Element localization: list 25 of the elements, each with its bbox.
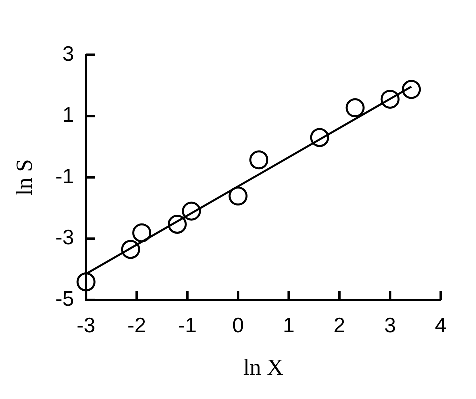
point xyxy=(182,202,202,221)
x-tick-label: -2 xyxy=(128,314,146,338)
x-axis-title: ln X xyxy=(244,355,284,380)
x-tick-label: 3 xyxy=(384,314,396,338)
y-tick-label: 3 xyxy=(62,42,74,66)
y-axis-title: ln S xyxy=(12,159,37,196)
point xyxy=(228,186,248,206)
point xyxy=(168,214,187,234)
y-tick-label: 1 xyxy=(62,104,74,128)
point xyxy=(76,272,96,292)
x-tick-label: 1 xyxy=(283,314,295,338)
y-tick-label: -5 xyxy=(56,288,74,311)
point xyxy=(402,80,422,100)
point xyxy=(346,98,365,118)
y-tick-label: -3 xyxy=(56,226,74,250)
point xyxy=(250,150,269,170)
x-tick-label: 0 xyxy=(232,314,244,338)
y-tick-label: -1 xyxy=(56,165,74,188)
point xyxy=(380,90,400,109)
point xyxy=(132,224,152,243)
x-tick-label: 2 xyxy=(334,314,346,338)
x-tick-label: 4 xyxy=(435,314,448,338)
point xyxy=(310,128,330,148)
point xyxy=(121,240,140,260)
x-tick-label: -1 xyxy=(178,314,197,338)
